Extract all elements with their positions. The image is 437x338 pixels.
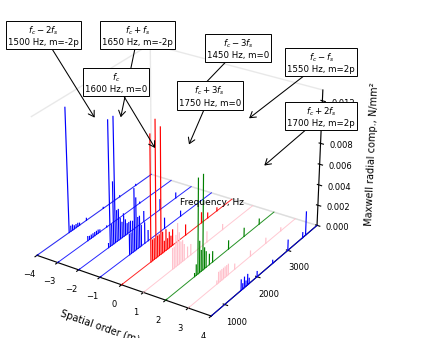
- Text: $f_c+2f_s$
1700 Hz, m=2p: $f_c+2f_s$ 1700 Hz, m=2p: [287, 105, 355, 128]
- Text: $f_c-f_s$
1550 Hz, m=2p: $f_c-f_s$ 1550 Hz, m=2p: [287, 51, 355, 74]
- X-axis label: Spatial order (m): Spatial order (m): [59, 309, 141, 338]
- Text: $f_c+3f_s$
1750 Hz, m=0: $f_c+3f_s$ 1750 Hz, m=0: [179, 85, 241, 108]
- Text: $f_c+f_s$
1650 Hz, m=-2p: $f_c+f_s$ 1650 Hz, m=-2p: [102, 24, 173, 47]
- Text: $f_c$
1600 Hz, m=0: $f_c$ 1600 Hz, m=0: [85, 71, 147, 94]
- Text: $f_c-2f_s$
1500 Hz, m=-2p: $f_c-2f_s$ 1500 Hz, m=-2p: [8, 24, 79, 47]
- Text: $f_c-3f_s$
1450 Hz, m=0: $f_c-3f_s$ 1450 Hz, m=0: [207, 38, 269, 61]
